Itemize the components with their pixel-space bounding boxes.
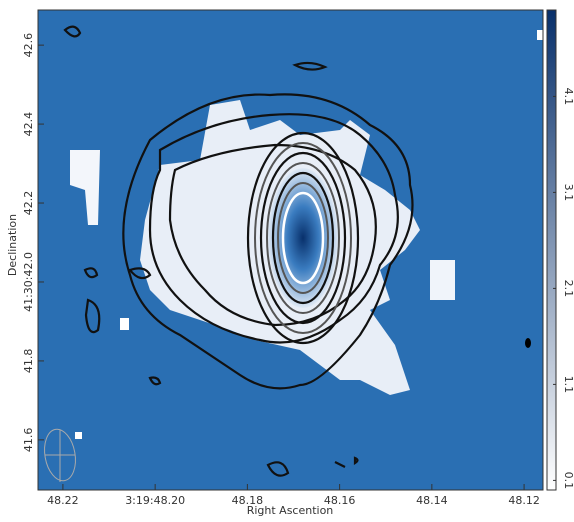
colorbar-tick-label: 2.1 — [562, 280, 574, 298]
y-tick-label: 41.8 — [22, 349, 35, 374]
x-tick-label: 48.22 — [47, 494, 79, 507]
colorbar-tick-label: 0.1 — [562, 472, 574, 490]
colorbar-tick-label: 4.1 — [562, 88, 574, 106]
colorbar-tick-label: 3.1 — [562, 184, 574, 202]
y-axis-label: Declination — [6, 214, 19, 276]
colorbar-tick-label: 1.1 — [562, 376, 574, 394]
x-tick-label: 48.16 — [324, 494, 356, 507]
x-tick-label: 48.14 — [416, 494, 448, 507]
colorbar — [547, 10, 556, 490]
y-tick-label: 42.2 — [22, 191, 35, 216]
x-tick-label: 48.12 — [508, 494, 540, 507]
y-tick-label: 42.6 — [22, 33, 35, 58]
x-tick-label: 3:19:48.20 — [125, 494, 185, 507]
x-tick-label: 48.18 — [232, 494, 264, 507]
y-tick-label: 41.6 — [22, 428, 35, 453]
y-tick-label: 42.4 — [22, 112, 35, 137]
y-tick-label: 41:30:42.0 — [22, 252, 35, 312]
chart: Right Ascention Declination 48.223:19:48… — [0, 0, 574, 522]
